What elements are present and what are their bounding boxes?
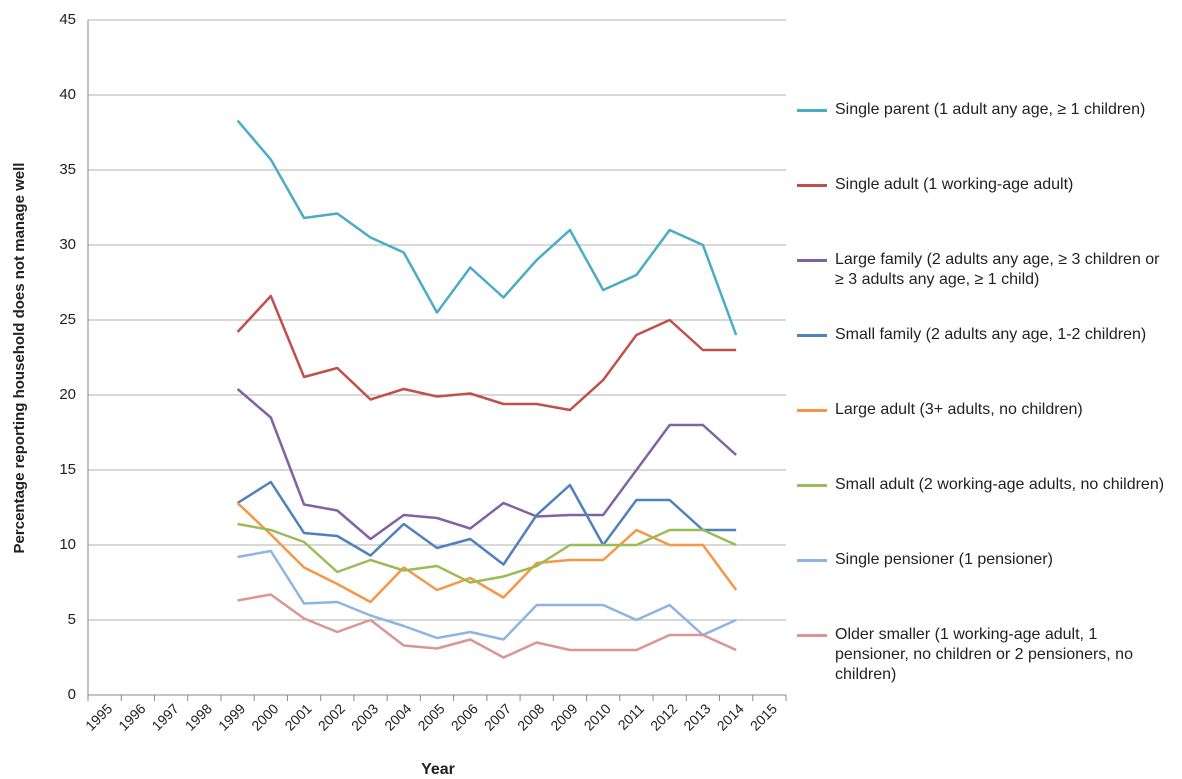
x-tick-label: 1995 bbox=[82, 700, 115, 733]
legend-swatch bbox=[797, 409, 827, 412]
y-tick-label: 45 bbox=[59, 11, 76, 28]
x-tick-label: 2012 bbox=[647, 700, 680, 733]
legend-swatch bbox=[797, 334, 827, 337]
x-tick-label: 2003 bbox=[348, 700, 381, 733]
x-tick-label: 1998 bbox=[182, 700, 215, 733]
x-tick-label: 2008 bbox=[514, 700, 547, 733]
x-tick-label: 1996 bbox=[115, 700, 148, 733]
y-tick-label: 25 bbox=[59, 311, 76, 328]
y-tick-label: 15 bbox=[59, 461, 76, 478]
x-tick-label: 2010 bbox=[581, 700, 614, 733]
x-tick-label: 1997 bbox=[148, 700, 181, 733]
legend-label: Large adult (3+ adults, no children) bbox=[835, 401, 1083, 418]
series-line bbox=[237, 593, 737, 659]
legend-item: Large family (2 adults any age, ≥ 3 chil… bbox=[797, 250, 1167, 290]
x-tick-label: 2009 bbox=[547, 700, 580, 733]
x-tick-label: 2005 bbox=[414, 700, 447, 733]
series-line bbox=[236, 294, 737, 412]
legend-swatch bbox=[797, 634, 827, 637]
x-tick-label: 2001 bbox=[281, 700, 314, 733]
x-tick-label: 2000 bbox=[248, 700, 281, 733]
legend-label: Single pensioner (1 pensioner) bbox=[835, 551, 1053, 568]
x-tick-label: 2013 bbox=[680, 700, 713, 733]
legend-swatch bbox=[797, 184, 827, 187]
legend-item: Single pensioner (1 pensioner) bbox=[797, 550, 1167, 570]
y-tick-label: 35 bbox=[59, 161, 76, 178]
y-tick-label: 5 bbox=[68, 611, 76, 628]
x-tick-label: 1999 bbox=[215, 700, 248, 733]
series-line bbox=[236, 119, 738, 336]
legend-item: Single parent (1 adult any age, ≥ 1 chil… bbox=[797, 100, 1167, 120]
series-line bbox=[237, 549, 737, 641]
x-tick-label: 2014 bbox=[714, 700, 747, 733]
x-tick-label: 2006 bbox=[448, 700, 481, 733]
y-tick-label: 20 bbox=[59, 386, 76, 403]
x-tick-label: 2015 bbox=[747, 700, 780, 733]
y-axis-title: Percentage reporting household does not … bbox=[11, 163, 28, 554]
y-tick-label: 40 bbox=[59, 86, 76, 103]
y-tick-label: 10 bbox=[59, 536, 76, 553]
series-line bbox=[237, 522, 737, 584]
legend-label: Older smaller (1 working-age adult, 1 pe… bbox=[835, 626, 1133, 683]
legend-label: Small family (2 adults any age, 1-2 chil… bbox=[835, 326, 1147, 343]
x-tick-label: 2002 bbox=[315, 700, 348, 733]
legend-label: Large family (2 adults any age, ≥ 3 chil… bbox=[835, 251, 1160, 288]
x-tick-label: 2004 bbox=[381, 700, 414, 733]
legend-label: Single parent (1 adult any age, ≥ 1 chil… bbox=[835, 101, 1146, 118]
legend-swatch bbox=[797, 559, 827, 562]
legend-item: Older smaller (1 working-age adult, 1 pe… bbox=[797, 625, 1167, 685]
y-tick-label: 30 bbox=[59, 236, 76, 253]
x-tick-label: 2007 bbox=[481, 700, 514, 733]
y-tick-label: 0 bbox=[68, 686, 76, 703]
x-axis-title: Year bbox=[421, 761, 455, 778]
legend-swatch bbox=[797, 484, 827, 487]
legend-item: Large adult (3+ adults, no children) bbox=[797, 400, 1167, 420]
legend-item: Small family (2 adults any age, 1-2 chil… bbox=[797, 325, 1167, 345]
legend-item: Small adult (2 working-age adults, no ch… bbox=[797, 475, 1167, 495]
legend-label: Single adult (1 working-age adult) bbox=[835, 176, 1074, 193]
legend-swatch bbox=[797, 259, 827, 262]
legend-item: Single adult (1 working-age adult) bbox=[797, 175, 1167, 195]
legend-swatch bbox=[797, 109, 827, 112]
x-tick-label: 2011 bbox=[615, 700, 648, 733]
legend-label: Small adult (2 working-age adults, no ch… bbox=[835, 476, 1165, 493]
series-line bbox=[236, 480, 737, 566]
series-line bbox=[236, 388, 737, 541]
